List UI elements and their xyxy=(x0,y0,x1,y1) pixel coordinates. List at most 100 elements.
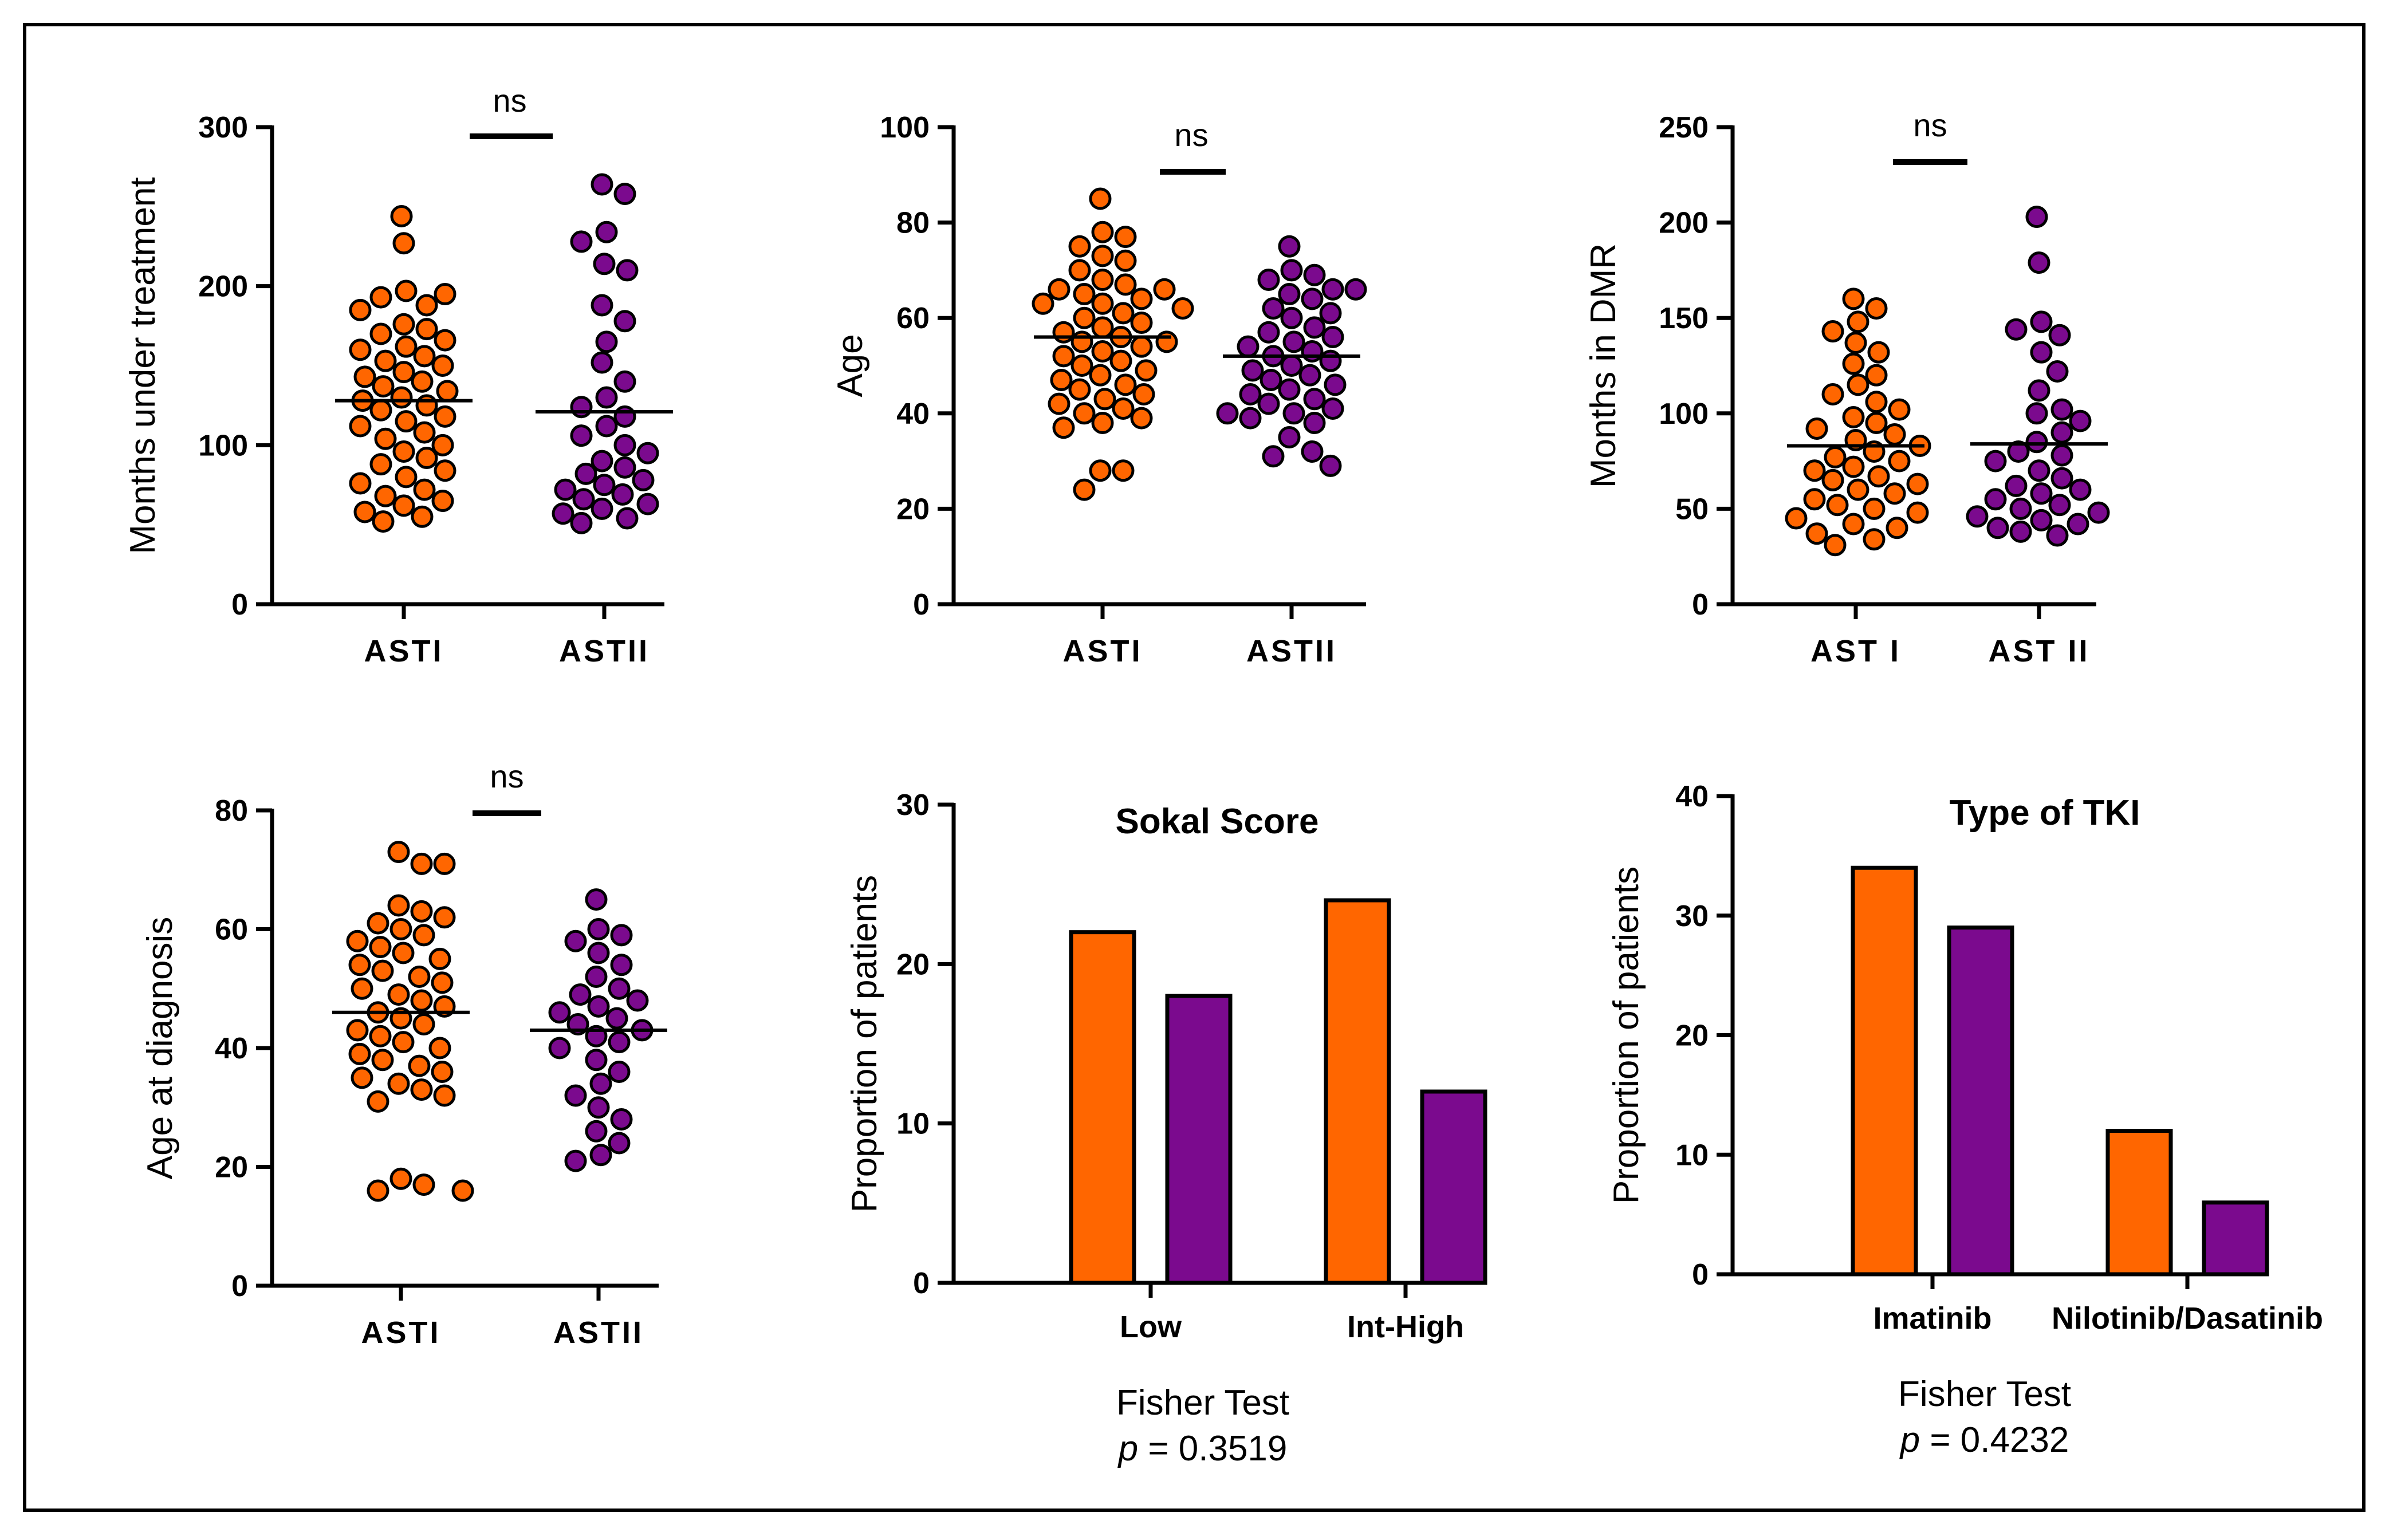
p1-data-point xyxy=(392,361,415,384)
p3-data-point xyxy=(1821,320,1844,343)
p1-data-point xyxy=(434,405,456,428)
p2-data-point xyxy=(1324,373,1347,396)
p3-data-point xyxy=(1826,494,1849,517)
p2-data-point xyxy=(1301,287,1324,310)
p5-y-axis-label: Proportion of patients xyxy=(845,875,884,1212)
p4-data-point xyxy=(585,1049,608,1072)
p2-y-tick-label: 60 xyxy=(896,302,930,335)
p5-bar xyxy=(1069,930,1136,1285)
p4-data-point xyxy=(367,912,389,935)
p4-data-point xyxy=(587,1096,610,1119)
p2-data-point xyxy=(1089,187,1112,210)
p4-data-point xyxy=(585,888,608,911)
p1-data-point xyxy=(636,493,659,515)
p1-data-point xyxy=(591,294,613,317)
p1-data-point xyxy=(591,497,613,520)
p2-y-tick-label: 0 xyxy=(913,588,930,621)
p3-data-point xyxy=(2030,310,2053,333)
p3-data-point xyxy=(2025,431,2048,454)
p1-data-point xyxy=(353,365,376,388)
p2-data-point xyxy=(1130,312,1153,334)
p4-data-point xyxy=(387,841,410,864)
p3-data-point xyxy=(2087,501,2110,524)
p4-data-point xyxy=(392,942,415,964)
p2-data-point xyxy=(1321,326,1344,349)
p1-data-point xyxy=(613,370,636,393)
p4-data-point xyxy=(451,1179,474,1202)
p2-data-point xyxy=(1257,269,1280,292)
p2-data-point xyxy=(1319,454,1342,477)
p2-data-point xyxy=(1048,278,1070,301)
p6-bar xyxy=(2202,1200,2269,1277)
p3-data-point xyxy=(1842,352,1865,375)
p3-data-point xyxy=(1863,497,1886,520)
p6-x-tick-label: Imatinib xyxy=(1873,1301,1991,1336)
p4-data-point xyxy=(346,1019,369,1042)
p1-data-point xyxy=(632,468,655,491)
p4-x-tick-label: ASTI xyxy=(361,1316,440,1350)
p1-data-point xyxy=(434,283,456,306)
p1-data-point xyxy=(613,183,636,206)
p1-data-point xyxy=(374,427,397,450)
p4-data-point xyxy=(428,1037,451,1060)
p2-data-point xyxy=(1089,364,1112,387)
p1-data-point xyxy=(415,447,438,470)
p2-data-point xyxy=(1303,263,1326,286)
p4-data-point xyxy=(410,1078,433,1101)
p3-y-tick-label: 250 xyxy=(1659,111,1709,144)
p3-data-point xyxy=(2050,398,2073,421)
p1-y-tick-label: 0 xyxy=(231,588,248,621)
p1-data-point xyxy=(591,351,613,374)
p1-data-point xyxy=(395,335,418,358)
p6-y-tick-label: 20 xyxy=(1675,1019,1709,1053)
p2-data-point xyxy=(1278,283,1301,306)
p4-data-point xyxy=(387,983,410,1006)
p4-data-point xyxy=(608,1031,631,1054)
p3-data-point xyxy=(2005,474,2028,497)
p3-data-point xyxy=(1842,455,1865,478)
p2-x-tick-label: ASTII xyxy=(1246,634,1337,668)
p4-data-point xyxy=(610,954,633,976)
p4-data-point xyxy=(431,971,454,994)
p4-data-point xyxy=(433,1084,456,1107)
p2-y-tick-label: 100 xyxy=(880,111,930,144)
p4-data-point xyxy=(585,966,608,988)
p1-data-point xyxy=(591,450,613,472)
p2-data-point xyxy=(1091,292,1114,315)
p4-y-tick-label: 0 xyxy=(231,1270,248,1303)
p1-data-point xyxy=(554,478,577,501)
p4-y-tick-label: 60 xyxy=(215,913,248,947)
p3-data-point xyxy=(1888,398,1911,421)
p1-data-point xyxy=(349,298,372,321)
p4-data-point xyxy=(564,1084,587,1107)
p5-p-number: = 0.3519 xyxy=(1138,1429,1287,1468)
p3-y-tick-label: 150 xyxy=(1659,302,1709,335)
p2-y-axis-label: Age xyxy=(831,334,870,397)
p5-x-tick-label: Low xyxy=(1120,1310,1182,1344)
p3-data-point xyxy=(2050,467,2073,490)
p2-data-point xyxy=(1091,220,1114,243)
p1-data-point xyxy=(611,483,634,506)
p2-data-point xyxy=(1135,359,1158,382)
p2-data-point xyxy=(1112,302,1135,325)
p4-y-tick-label: 80 xyxy=(215,794,248,828)
p6-bar xyxy=(2105,1129,2173,1277)
p1-data-point xyxy=(395,410,418,433)
p2-y-tick-label: 80 xyxy=(896,207,930,240)
p4-data-point xyxy=(587,942,610,964)
p6-bar xyxy=(1947,925,2014,1277)
p6-p-value: p = 0.4232 xyxy=(1899,1420,2069,1460)
p4-data-point xyxy=(369,936,392,959)
p3-data-point xyxy=(2025,402,2048,425)
p2-data-point xyxy=(1216,402,1239,425)
p5-p-symbol: p xyxy=(1117,1429,1138,1468)
p3-data-point xyxy=(1803,488,1826,511)
p4-data-point xyxy=(608,1061,631,1083)
p5-bar xyxy=(1324,898,1391,1285)
p3-data-point xyxy=(1966,505,1989,528)
p5-bar xyxy=(1420,1089,1487,1285)
p1-data-point xyxy=(431,434,454,456)
p2-data-point xyxy=(1262,297,1285,320)
p3-data-point xyxy=(1867,465,1890,488)
p3-data-point xyxy=(2046,360,2069,383)
